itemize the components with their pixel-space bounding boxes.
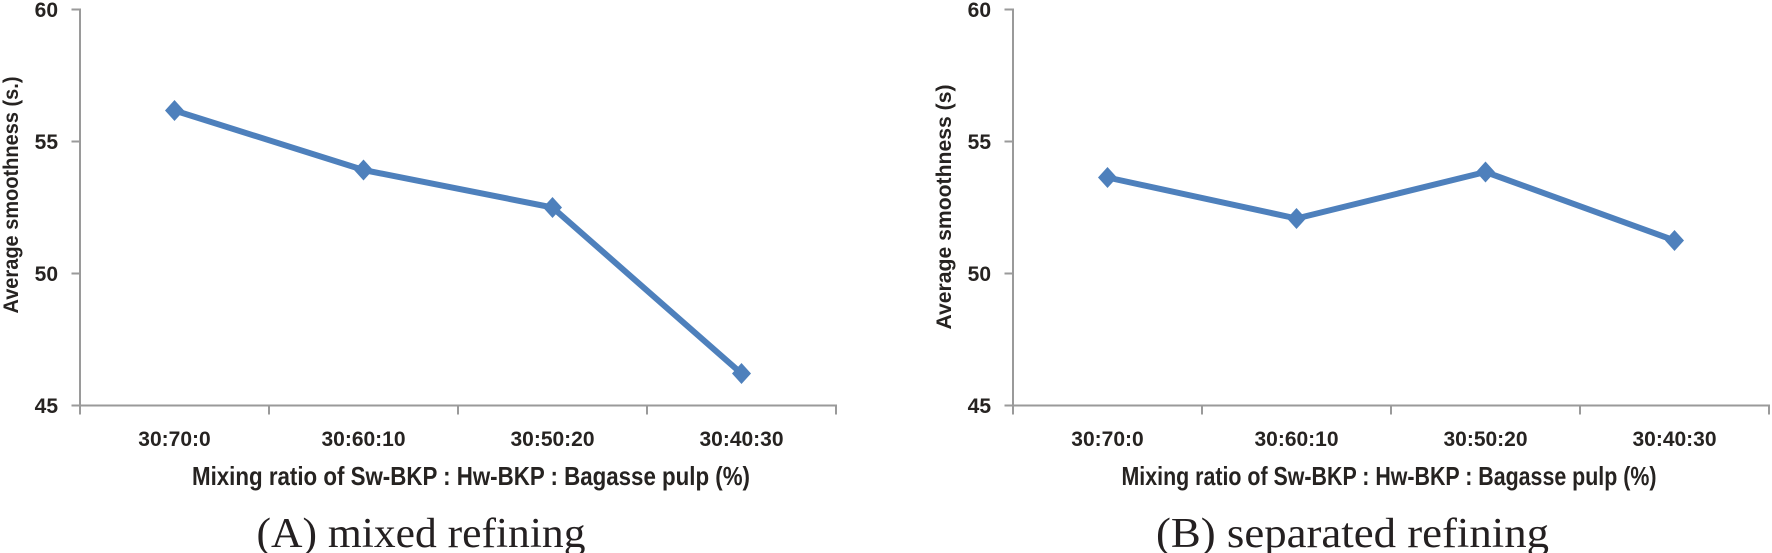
svg-text:Mixing ratio of Sw-BKP : Hw-BK: Mixing ratio of Sw-BKP : Hw-BKP : Bagass… bbox=[1122, 461, 1657, 491]
svg-text:30:50:20: 30:50:20 bbox=[1443, 428, 1527, 451]
svg-text:Mixing ratio of Sw-BKP : Hw-BK: Mixing ratio of Sw-BKP : Hw-BKP : Bagass… bbox=[192, 461, 750, 491]
svg-text:30:40:30: 30:40:30 bbox=[1632, 428, 1716, 451]
svg-text:55: 55 bbox=[35, 131, 59, 154]
svg-text:30:40:30: 30:40:30 bbox=[699, 428, 783, 451]
svg-text:30:60:10: 30:60:10 bbox=[321, 428, 405, 451]
svg-text:60: 60 bbox=[968, 0, 991, 22]
svg-text:50: 50 bbox=[35, 263, 58, 286]
svg-text:30:70:0: 30:70:0 bbox=[1071, 428, 1143, 451]
svg-text:Average smoothness (s): Average smoothness (s) bbox=[933, 85, 956, 330]
svg-text:30:50:20: 30:50:20 bbox=[510, 428, 594, 451]
svg-text:60: 60 bbox=[35, 0, 58, 22]
svg-text:(B) separated refining: (B) separated refining bbox=[1156, 511, 1549, 553]
svg-text:45: 45 bbox=[968, 395, 992, 418]
svg-text:Average smoothness (s.): Average smoothness (s.) bbox=[0, 77, 23, 314]
svg-text:55: 55 bbox=[968, 131, 992, 154]
svg-text:30:70:0: 30:70:0 bbox=[138, 428, 210, 451]
svg-text:(A) mixed refining: (A) mixed refining bbox=[257, 511, 586, 553]
svg-text:50: 50 bbox=[968, 263, 991, 286]
svg-text:30:60:10: 30:60:10 bbox=[1254, 428, 1338, 451]
svg-text:45: 45 bbox=[35, 395, 59, 418]
